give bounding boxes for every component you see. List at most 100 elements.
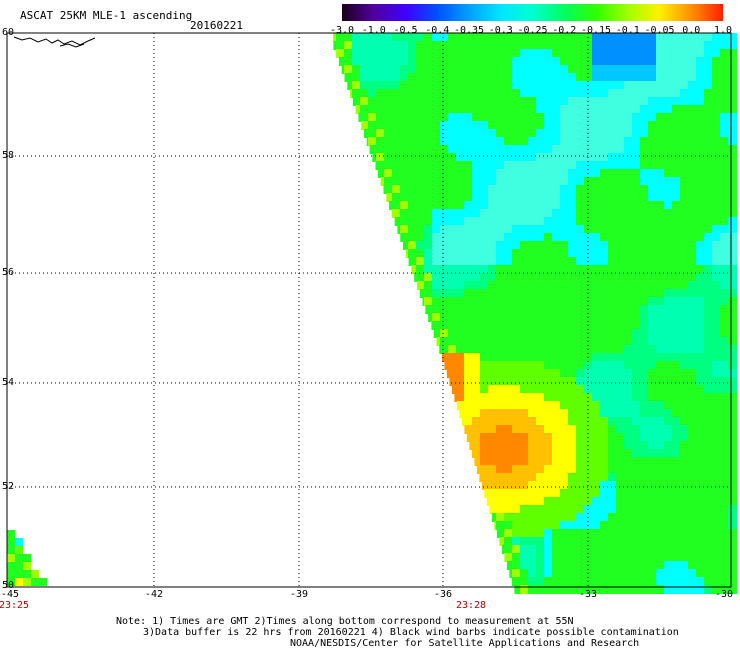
swath-cell <box>466 433 473 442</box>
swath-cell <box>536 129 545 138</box>
swath-cell <box>640 465 649 474</box>
swath-cell <box>632 521 641 530</box>
swath-cell <box>656 537 665 546</box>
swath-cell <box>648 457 657 466</box>
swath-cell <box>672 145 681 154</box>
swath-cell <box>496 241 505 250</box>
swath-cell <box>704 33 713 42</box>
swath-cell <box>496 273 505 282</box>
swath-cell <box>696 497 705 506</box>
swath-cell <box>624 121 633 130</box>
swath-cell <box>656 225 665 234</box>
swath-cell <box>728 473 737 482</box>
swath-cell <box>520 129 529 138</box>
swath-cell <box>544 577 553 586</box>
swath-cell <box>456 177 465 186</box>
swath-cell <box>696 81 705 90</box>
swath-cell <box>488 401 497 410</box>
swath-cell <box>576 345 585 354</box>
swath-cell <box>544 81 553 90</box>
swath-cell <box>672 457 681 466</box>
swath-cell <box>480 89 489 98</box>
swath-cell <box>632 121 641 130</box>
swath-cell <box>440 49 449 58</box>
swath-cell <box>592 97 601 106</box>
swath-cell <box>512 553 521 562</box>
swath-cell <box>448 361 457 370</box>
swath-cell <box>568 113 577 122</box>
swath-cell <box>648 337 657 346</box>
swath-cell <box>616 129 625 138</box>
swath-cell <box>568 585 577 594</box>
swath-cell <box>632 217 641 226</box>
swath-cell <box>720 217 729 226</box>
swath-cell <box>608 537 617 546</box>
swath-cell <box>656 497 665 506</box>
swath-cell <box>392 49 401 58</box>
swath-cell <box>632 537 641 546</box>
swath-cell <box>416 89 425 98</box>
swath-cell <box>528 281 537 290</box>
swath-cell <box>720 137 729 146</box>
swath-cell <box>494 521 497 530</box>
swath-cell <box>656 513 665 522</box>
swath-cell <box>512 569 521 578</box>
swath-cell <box>688 233 697 242</box>
swath-cell <box>720 361 729 370</box>
swath-cell <box>640 553 649 562</box>
swath-cell <box>664 233 673 242</box>
swath-cell <box>696 49 705 58</box>
swath-cell <box>664 561 673 570</box>
swath-cell <box>568 329 577 338</box>
swath-cell <box>520 185 529 194</box>
swath-cell <box>464 321 473 330</box>
swath-cell <box>544 73 553 82</box>
swath-cell <box>600 489 609 498</box>
swath-cell <box>624 233 633 242</box>
swath-cell <box>480 289 489 298</box>
swath-cell <box>472 321 481 330</box>
swath-cell <box>560 193 569 202</box>
swath-cell <box>600 361 609 370</box>
swath-cell <box>576 65 585 74</box>
swath-cell <box>664 369 673 378</box>
swath-cell <box>568 441 577 450</box>
swath-cell <box>544 433 553 442</box>
swath-cell <box>491 513 497 522</box>
swath-cell <box>672 321 681 330</box>
swath-cell <box>384 129 393 138</box>
swath-cell <box>400 137 409 146</box>
swath-cell <box>640 273 649 282</box>
swath-cell <box>488 281 497 290</box>
swath-cell <box>720 377 729 386</box>
swath-cell <box>544 553 553 562</box>
swath-cell <box>448 297 457 306</box>
swath-cell <box>384 177 393 186</box>
swath-cell <box>456 121 465 130</box>
swath-cell <box>400 201 409 210</box>
swath-cell <box>528 481 537 490</box>
swath-cell <box>720 497 729 506</box>
swath-cell <box>560 537 569 546</box>
swath-cell <box>632 481 641 490</box>
swath-cell <box>552 57 561 66</box>
swath-cell <box>504 497 513 506</box>
swath-cell <box>648 249 657 258</box>
swath-cell <box>368 89 377 98</box>
swath-cell <box>624 113 633 122</box>
swath-cell <box>416 281 425 290</box>
swath-cell <box>552 561 561 570</box>
swath-cell <box>528 305 537 314</box>
swath-cell <box>428 313 433 322</box>
swath-cell <box>688 73 697 82</box>
swath-cell <box>704 297 713 306</box>
swath-cell <box>624 369 633 378</box>
swath-cell <box>592 321 601 330</box>
swath-cell <box>432 105 441 114</box>
swath-cell <box>528 49 537 58</box>
swath-cell <box>464 185 473 194</box>
swath-cell <box>688 377 697 386</box>
swath-cell <box>720 305 729 314</box>
swath-cell <box>520 329 529 338</box>
swath-cell <box>704 305 713 314</box>
